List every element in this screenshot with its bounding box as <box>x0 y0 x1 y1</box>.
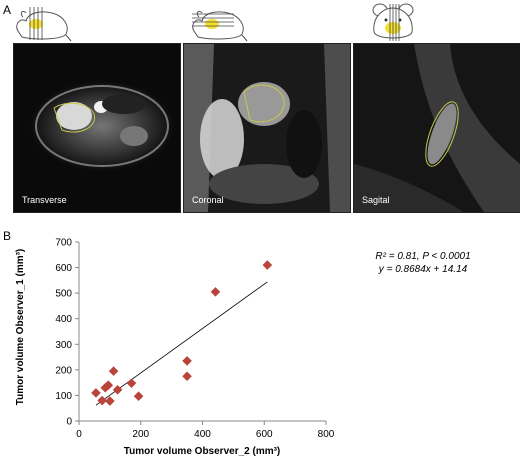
mri-sagittal-image: Sagital <box>353 43 520 213</box>
x-tick-label: 200 <box>132 429 149 440</box>
trendline <box>95 281 268 406</box>
regression-annotation: R² = 0.81, P < 0.0001 <box>353 251 493 262</box>
panel-b-label: B <box>3 229 12 243</box>
regression-equation: y = 0.8684x + 14.14 <box>378 264 468 275</box>
data-point <box>112 385 123 395</box>
p-value-text: P < 0.0001 <box>422 251 471 262</box>
transverse-label: Transverse <box>22 195 67 205</box>
data-point <box>126 378 137 388</box>
mri-transverse-image: Transverse <box>13 43 181 213</box>
data-point <box>97 395 107 406</box>
data-point <box>105 396 115 406</box>
r-squared-text: R² = 0.81, <box>375 251 423 262</box>
mouse-transverse-icon <box>14 4 72 47</box>
mri-coronal-image: Coronal <box>183 43 351 213</box>
data-point <box>182 371 192 382</box>
data-point <box>108 366 119 376</box>
data-point <box>103 380 114 390</box>
data-point <box>262 260 273 270</box>
data-point <box>133 391 144 401</box>
y-tick-label: 400 <box>55 314 72 325</box>
mouse-sagittal-icon <box>368 2 418 47</box>
y-tick-label: 700 <box>55 238 72 249</box>
x-tick-label: 400 <box>194 429 211 440</box>
x-axis-label: Tumor volume Observer_2 (mm³) <box>124 446 281 457</box>
sagittal-label: Sagital <box>362 195 390 205</box>
y-tick-label: 0 <box>66 417 72 428</box>
data-point <box>91 388 101 398</box>
x-tick-label: 800 <box>318 429 335 440</box>
y-tick-label: 500 <box>55 289 72 300</box>
y-tick-label: 300 <box>55 340 72 351</box>
y-tick-label: 100 <box>55 391 72 402</box>
coronal-label: Coronal <box>192 195 224 205</box>
scatter-chart: Tumor volume Observer_1 (mm³) Tumor volu… <box>15 238 335 458</box>
data-point <box>182 356 192 366</box>
data-point <box>210 287 221 297</box>
y-tick-label: 600 <box>55 263 72 274</box>
y-tick-label: 200 <box>55 365 72 376</box>
y-axis-label: Tumor volume Observer_1 (mm³) <box>15 249 26 406</box>
panel-a-label: A <box>3 3 12 17</box>
x-tick-label: 600 <box>256 429 273 440</box>
x-tick-label: 0 <box>76 429 82 440</box>
mouse-coronal-icon <box>190 4 248 47</box>
